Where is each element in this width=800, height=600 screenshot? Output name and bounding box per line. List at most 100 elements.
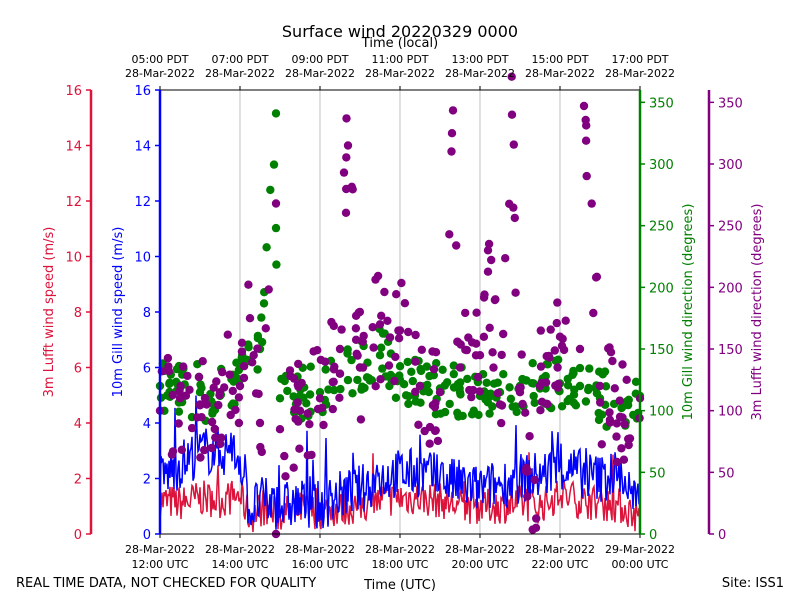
gill-direction-tick-label: 100 — [649, 405, 674, 420]
10m-gill-wind-direction-point — [257, 313, 266, 322]
x-tick-label: 29-Mar-2022 — [605, 543, 675, 556]
3m-lufft-wind-direction-point — [515, 388, 525, 397]
lufft-speed-axis-label: 3m Lufft wind speed (m/s) — [42, 227, 57, 398]
3m-lufft-wind-direction-point — [289, 463, 298, 472]
10m-gill-wind-direction-point — [508, 402, 517, 411]
10m-gill-wind-direction-point — [315, 388, 325, 397]
10m-gill-wind-direction-point — [269, 160, 279, 169]
3m-lufft-wind-direction-point — [228, 386, 237, 396]
3m-lufft-wind-direction-point — [214, 400, 223, 410]
10m-gill-wind-direction-point — [404, 399, 413, 409]
gill-direction-axis-label: 10m Gill wind direction (degrees) — [681, 204, 696, 421]
3m-lufft-wind-direction-point — [546, 325, 555, 334]
10m-gill-wind-direction-point — [598, 370, 607, 379]
3m-lufft-wind-direction-point — [411, 357, 420, 366]
3m-lufft-wind-direction-point — [335, 393, 344, 402]
lufft-direction-tick-label: 150 — [718, 343, 743, 358]
10m-gill-wind-direction-point — [581, 397, 591, 406]
3m-lufft-wind-direction-point — [234, 393, 244, 402]
3m-lufft-wind-direction-point — [315, 394, 325, 403]
3m-lufft-wind-direction-point — [501, 254, 510, 263]
3m-lufft-wind-direction-point — [455, 363, 465, 372]
gill-direction-tick-label: 0 — [649, 528, 657, 543]
3m-lufft-wind-direction-point — [581, 115, 590, 125]
3m-lufft-wind-direction-point — [369, 343, 378, 352]
x-tick-label: 22:00 UTC — [531, 558, 588, 571]
3m-lufft-wind-direction-point — [271, 199, 281, 208]
top-x-tick-label: 28-Mar-2022 — [125, 67, 195, 80]
gridlines — [239, 90, 561, 534]
3m-lufft-wind-direction-point — [234, 418, 244, 428]
3m-lufft-wind-direction-point — [605, 343, 614, 352]
3m-lufft-wind-direction-point — [244, 280, 253, 289]
3m-lufft-wind-direction-point — [257, 447, 266, 457]
10m-gill-wind-direction-point — [575, 381, 585, 391]
3m-lufft-wind-direction-point — [239, 373, 249, 383]
gill-speed-tick-label: 14 — [134, 140, 151, 155]
3m-lufft-wind-direction-point — [581, 136, 591, 145]
3m-lufft-wind-direction-point — [610, 384, 619, 393]
10m-gill-wind-direction-point — [165, 379, 174, 389]
3m-lufft-wind-direction-point — [620, 420, 629, 429]
3m-lufft-wind-direction-point — [433, 436, 443, 446]
10m-gill-wind-direction-point — [557, 402, 567, 411]
gill-direction-tick-label: 200 — [649, 281, 674, 296]
3m-lufft-wind-direction-point — [348, 185, 357, 194]
10m-gill-wind-direction-point — [575, 363, 585, 373]
10m-gill-wind-direction-point — [482, 378, 491, 387]
site-label: Site: ISS1 — [721, 576, 784, 591]
10m-gill-wind-direction-point — [302, 399, 311, 408]
3m-lufft-wind-direction-point — [612, 432, 621, 441]
x-tick-label: 28-Mar-2022 — [525, 543, 595, 556]
3m-lufft-wind-direction-point — [417, 345, 426, 354]
10m-gill-wind-direction-point — [499, 370, 508, 379]
gill-direction-tick-label: 250 — [649, 220, 674, 235]
3m-lufft-wind-direction-point — [479, 332, 489, 341]
10m-gill-wind-direction-point — [343, 345, 352, 354]
10m-gill-wind-direction-point — [569, 366, 578, 376]
10m-gill-wind-direction-point — [343, 375, 353, 385]
x-tick-label: 12:00 UTC — [131, 558, 188, 571]
3m-lufft-wind-direction-point — [615, 412, 625, 421]
series-layer — [155, 72, 645, 539]
lufft-speed-tick-label: 14 — [65, 140, 82, 155]
3m-lufft-wind-speed-line — [159, 452, 641, 533]
3m-lufft-wind-direction-point — [555, 332, 565, 341]
x-tick-label: 16:00 UTC — [291, 558, 348, 571]
10m-gill-wind-direction-point — [253, 365, 262, 374]
3m-lufft-wind-direction-point — [194, 372, 204, 382]
3m-lufft-wind-direction-point — [624, 440, 633, 450]
3m-lufft-wind-direction-point — [475, 351, 485, 360]
3m-lufft-wind-direction-point — [559, 345, 569, 355]
3m-lufft-wind-direction-point — [491, 295, 500, 304]
3m-lufft-wind-direction-point — [525, 432, 534, 441]
3m-lufft-wind-direction-point — [342, 114, 351, 123]
3m-lufft-wind-direction-point — [175, 394, 185, 403]
3m-lufft-wind-direction-point — [425, 422, 435, 432]
3m-lufft-wind-direction-point — [377, 311, 386, 320]
3m-lufft-wind-direction-point — [495, 400, 505, 409]
3m-lufft-wind-direction-point — [522, 467, 531, 476]
3m-lufft-wind-direction-point — [447, 129, 457, 138]
10m-gill-wind-direction-point — [403, 357, 412, 367]
3m-lufft-wind-direction-point — [215, 388, 225, 397]
3m-lufft-wind-direction-point — [368, 323, 377, 332]
10m-gill-wind-direction-point — [506, 394, 516, 403]
3m-lufft-wind-direction-point — [179, 362, 188, 371]
3m-lufft-wind-direction-point — [328, 377, 337, 387]
3m-lufft-wind-direction-point — [561, 316, 570, 325]
3m-lufft-wind-direction-point — [313, 404, 323, 414]
3m-lufft-wind-direction-point — [328, 404, 337, 414]
3m-lufft-wind-direction-point — [587, 199, 596, 208]
gill-direction-tick-label: 150 — [649, 343, 674, 358]
10m-gill-wind-direction-point — [271, 109, 281, 118]
3m-lufft-wind-direction-point — [622, 375, 631, 384]
gill-speed-tick-label: 2 — [143, 473, 151, 488]
10m-gill-wind-direction-point — [289, 392, 298, 401]
x-axis-label: Time (UTC) — [363, 578, 436, 593]
3m-lufft-wind-direction-point — [305, 420, 314, 429]
10m-gill-wind-direction-point — [262, 243, 271, 252]
3m-lufft-wind-direction-point — [487, 255, 496, 265]
3m-lufft-wind-direction-point — [497, 418, 506, 428]
